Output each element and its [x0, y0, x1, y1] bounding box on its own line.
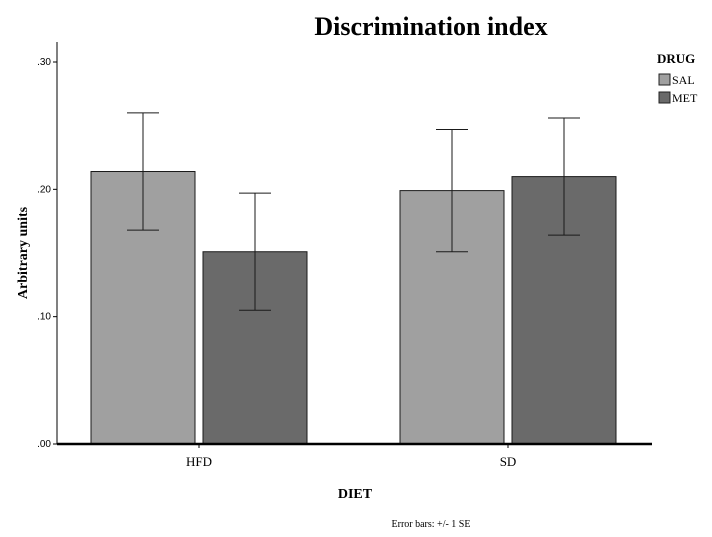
- legend-swatch-met: [658, 91, 671, 104]
- y-tick-label: .10: [37, 312, 51, 323]
- legend-swatch-sal: [658, 73, 671, 86]
- x-axis-label: DIET: [338, 487, 373, 502]
- x-tick-label-hfd: HFD: [186, 454, 212, 469]
- plot-area: .00 .10 .20 .30 HFD SD: [37, 42, 652, 469]
- y-tick-label: .20: [37, 184, 51, 195]
- y-axis-label: Arbitrary units: [16, 206, 31, 299]
- y-tick-label: .30: [37, 57, 51, 68]
- x-tick-label-sd: SD: [500, 454, 517, 469]
- legend-label-met: MET: [672, 91, 698, 105]
- chart-title: Discrimination index: [314, 12, 547, 41]
- legend-label-sal: SAL: [672, 73, 695, 87]
- legend-title: DRUG: [657, 51, 695, 66]
- y-tick-label: .00: [37, 439, 51, 450]
- error-bars-note: Error bars: +/- 1 SE: [392, 519, 471, 530]
- legend: DRUG SAL MET: [657, 51, 698, 105]
